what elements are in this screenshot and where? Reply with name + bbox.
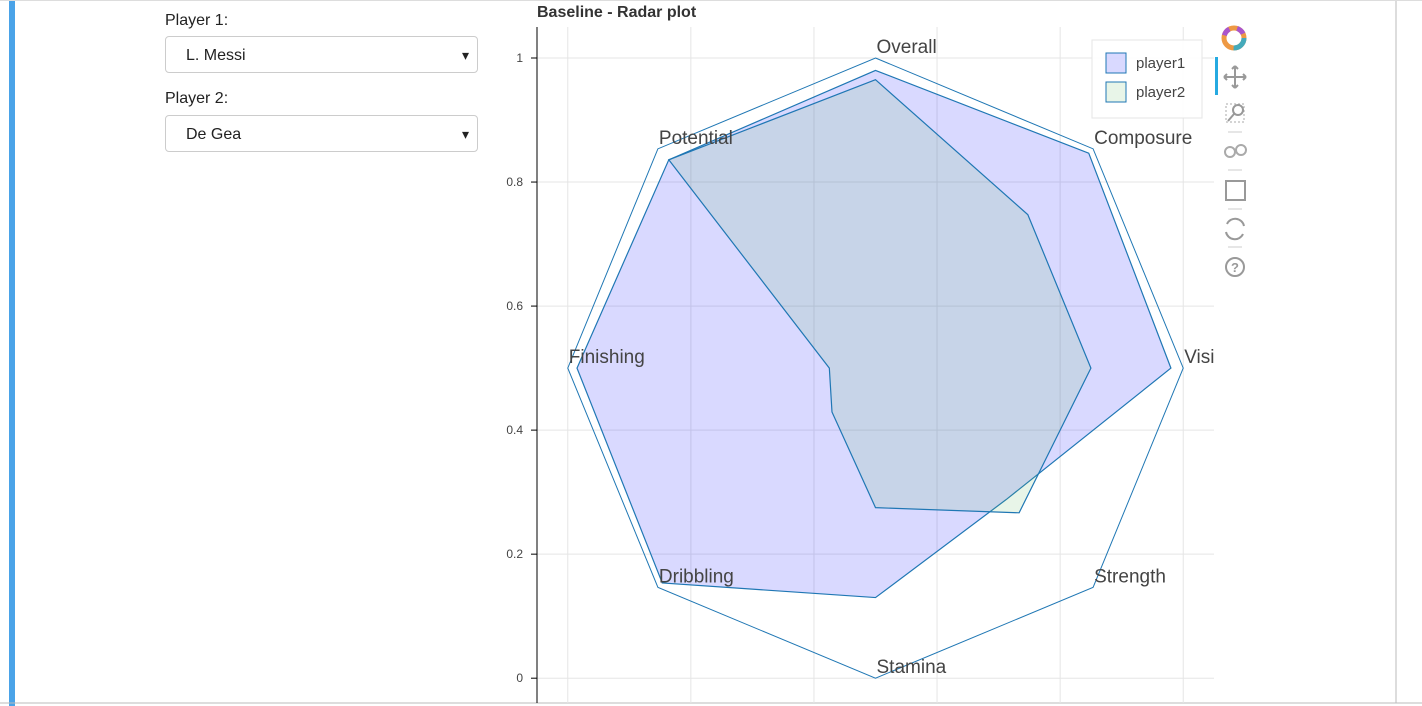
select[interactable]: De Gea bbox=[165, 115, 478, 153]
reset-tool[interactable] bbox=[1225, 217, 1245, 241]
bokeh-logo[interactable] bbox=[1221, 25, 1247, 51]
category-label: Overall bbox=[877, 37, 937, 58]
label: Player 2: bbox=[165, 90, 229, 107]
icon bbox=[1225, 103, 1245, 123]
y-tick-label: 0.8 bbox=[506, 175, 523, 189]
label: Player 1: bbox=[165, 12, 229, 29]
legend-swatch bbox=[1105, 81, 1127, 103]
legend-label: player1 bbox=[1136, 55, 1185, 72]
y-tick-label: 1 bbox=[516, 51, 523, 65]
y-tick-label: 0.2 bbox=[506, 547, 523, 561]
category-label: Strength bbox=[1094, 566, 1166, 587]
plot-area: Overall Composure Vision Strength Stamina Dri… bbox=[537, 27, 1235, 703]
icon bbox=[1224, 146, 1236, 158]
toolbar: ? bbox=[1215, 25, 1247, 277]
wheel-zoom-tool[interactable] bbox=[1224, 144, 1247, 158]
icon bbox=[1235, 144, 1247, 156]
help-tool[interactable]: ? bbox=[1225, 257, 1245, 277]
icon bbox=[1232, 104, 1244, 116]
chart-title: Baseline - Radar plot bbox=[537, 4, 697, 21]
category-label: Composure bbox=[1094, 128, 1192, 149]
y-tick-label: 0.4 bbox=[506, 423, 523, 437]
legend-swatch bbox=[1105, 52, 1127, 74]
box-zoom-tool[interactable] bbox=[1225, 103, 1245, 123]
legend bbox=[1091, 39, 1203, 119]
active-tool bbox=[1215, 57, 1218, 95]
icon bbox=[1225, 257, 1245, 277]
category-label: Stamina bbox=[877, 657, 947, 678]
logo bbox=[1221, 25, 1247, 51]
icon bbox=[1227, 113, 1235, 122]
radar-frame bbox=[567, 57, 1184, 679]
radar-area bbox=[576, 69, 1172, 599]
side-bar bbox=[9, 0, 15, 706]
y-tick-label: 0.6 bbox=[506, 299, 523, 313]
category-label: Vision bbox=[1184, 347, 1235, 368]
legend-label: player2 bbox=[1136, 84, 1185, 101]
save-tool[interactable] bbox=[1225, 180, 1246, 201]
y-tick-label: 0 bbox=[516, 671, 523, 685]
icon: ? bbox=[1231, 260, 1239, 275]
category-label: Dribbling bbox=[659, 566, 734, 587]
pan-tool[interactable] bbox=[1223, 65, 1247, 89]
category-label: Finishing bbox=[569, 347, 645, 368]
radar-area bbox=[667, 79, 1092, 514]
select[interactable]: L. Messi bbox=[165, 36, 478, 74]
category-label: Potential bbox=[659, 128, 733, 149]
